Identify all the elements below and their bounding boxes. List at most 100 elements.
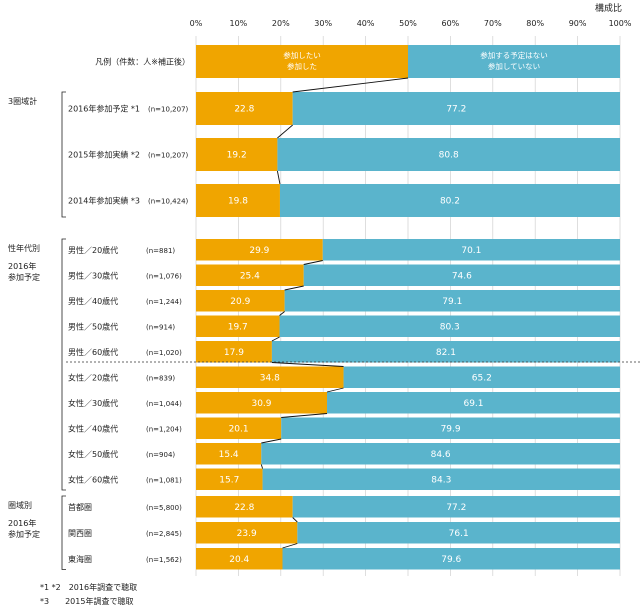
bar-segment: [196, 341, 272, 363]
unit-label: 構成比: [595, 2, 622, 14]
bar-value-label: 74.6: [452, 271, 472, 281]
row-n: (n=1,076): [146, 272, 182, 280]
bar-value-label: 20.9: [230, 297, 250, 307]
bar-segment: [196, 290, 285, 312]
legend-label: 凡例（件数：人※補正後）: [95, 57, 190, 67]
connector-line: [261, 438, 282, 444]
legend-swatch-1: [196, 45, 408, 78]
bar-value-label: 34.8: [260, 373, 280, 383]
group-bracket: [61, 495, 66, 570]
row-label: 男性／40歳代: [68, 296, 118, 306]
bar-segment: [196, 417, 282, 439]
bar-segment: [196, 443, 262, 465]
bar-segment: [196, 239, 323, 261]
bar-value-label: 15.4: [219, 450, 239, 460]
row-label: 女性／40歳代: [68, 423, 118, 433]
group-label: 圏域別: [8, 500, 32, 510]
bar-segment: [196, 184, 280, 217]
bar-segment: [196, 548, 283, 570]
x-tick-label: 10%: [230, 19, 248, 28]
connector-line: [282, 543, 298, 549]
row-n: (n=10,424): [148, 198, 189, 206]
row-label: 首都圏: [68, 502, 92, 512]
x-tick-label: 40%: [357, 19, 375, 28]
bar-value-label: 15.7: [219, 475, 239, 485]
bar-value-label: 80.3: [440, 322, 460, 332]
bar-value-label: 84.3: [431, 475, 451, 485]
bar-segment: [261, 443, 620, 465]
row-n: (n=914): [146, 323, 175, 331]
bar-segment: [277, 138, 620, 171]
bar-value-label: 19.8: [228, 197, 248, 207]
row-label: 関西圏: [68, 529, 92, 538]
bar-value-label: 22.8: [234, 503, 254, 513]
bar-segment: [196, 264, 304, 286]
x-tick-label: 60%: [442, 19, 460, 28]
row-n: (n=904): [146, 451, 175, 459]
bar-segment: [262, 468, 620, 490]
connector-line: [281, 413, 328, 418]
bar-value-label: 17.9: [224, 348, 244, 358]
bar-segment: [271, 341, 620, 363]
bar-segment: [196, 522, 298, 544]
bar-value-label: 77.2: [446, 105, 466, 115]
bar-segment: [196, 138, 278, 171]
bar-value-label: 79.1: [442, 297, 462, 307]
bar-segment: [322, 239, 620, 261]
row-label: 東海圏: [68, 554, 92, 564]
bar-segment: [196, 92, 293, 125]
bar-segment: [343, 366, 620, 388]
row-n: (n=1,020): [146, 349, 182, 357]
legend-swatch-2: [408, 45, 620, 78]
row-label: 女性／50歳代: [68, 449, 118, 459]
group-sublabel: 2016年: [8, 261, 36, 271]
bar-value-label: 65.2: [472, 373, 492, 383]
bar-segment: [282, 548, 620, 570]
x-tick-label: 0%: [190, 19, 203, 28]
bar-value-label: 70.1: [461, 246, 481, 256]
legend-text-1: 参加したい: [283, 50, 321, 60]
legend-text-1: 参加した: [287, 61, 317, 71]
connector-line: [292, 77, 409, 93]
bar-value-label: 25.4: [240, 271, 260, 281]
row-label: 男性／60歳代: [68, 347, 118, 357]
bar-value-label: 80.8: [439, 151, 459, 161]
connector-line: [276, 170, 281, 185]
footnote-1: *1 *2 2016年調査で聴取: [40, 583, 138, 592]
x-tick-label: 50%: [399, 19, 417, 28]
bar-value-label: 69.1: [463, 399, 483, 409]
row-n: (n=10,207): [148, 106, 189, 114]
row-n: (n=1,244): [146, 298, 182, 306]
bar-segment: [196, 496, 293, 518]
x-tick-label: 30%: [314, 19, 332, 28]
bar-segment: [196, 366, 344, 388]
row-label: 男性／20歳代: [68, 245, 118, 255]
bar-value-label: 22.8: [234, 105, 254, 115]
connector-line: [284, 285, 304, 291]
bar-segment: [297, 522, 620, 544]
bar-value-label: 79.6: [441, 555, 461, 565]
connector-line: [260, 464, 263, 469]
bar-value-label: 20.1: [229, 424, 249, 434]
bar-value-label: 80.2: [440, 197, 460, 207]
row-n: (n=881): [146, 247, 175, 255]
row-label: 女性／60歳代: [68, 474, 118, 484]
bar-segment: [292, 92, 620, 125]
bar-value-label: 76.1: [449, 529, 469, 539]
connector-line: [326, 387, 344, 393]
bar-value-label: 29.9: [249, 246, 269, 256]
bar-segment: [281, 417, 620, 439]
row-n: (n=1,204): [146, 425, 182, 433]
connector-line: [271, 362, 344, 367]
bar-segment: [292, 496, 620, 518]
connector-line: [271, 336, 280, 342]
row-n: (n=10,207): [148, 152, 189, 160]
row-label: 女性／30歳代: [68, 398, 118, 408]
x-tick-label: 70%: [484, 19, 502, 28]
connector-line: [279, 311, 285, 316]
connector-line: [303, 260, 323, 265]
x-tick-label: 20%: [272, 19, 290, 28]
row-n: (n=2,845): [146, 530, 182, 538]
footnote-2: *3 2015年調査で聴取: [40, 597, 134, 606]
bar-segment: [303, 264, 620, 286]
